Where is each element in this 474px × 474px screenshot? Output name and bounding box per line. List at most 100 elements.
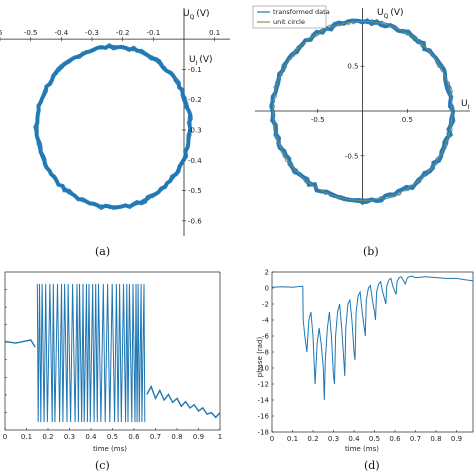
panel-a-y-tick-label: -0.3 bbox=[188, 127, 202, 135]
panel-d-y-tick-label: -14 bbox=[258, 397, 270, 405]
panel-a-x-tick-label: -0.1 bbox=[146, 29, 160, 37]
panel-b-caption: (b) bbox=[363, 245, 379, 258]
panel-d-phase-trace bbox=[271, 275, 474, 401]
panel-b-y-label-unit: (V) bbox=[390, 8, 403, 18]
panel-d-axes bbox=[271, 271, 474, 433]
panel-d-y-tick-label: -10 bbox=[258, 365, 269, 373]
panel-d-y-tick-label: -18 bbox=[258, 429, 269, 437]
panel-c-caption: (c) bbox=[95, 459, 110, 472]
panel-a-x-tick-label: -0.4 bbox=[54, 29, 68, 37]
panel-d-frame bbox=[271, 271, 474, 433]
panel-b-x-axis-label: UI bbox=[461, 99, 470, 111]
legend-box bbox=[252, 5, 327, 29]
panel-b-y-tick-label: 0.5 bbox=[347, 63, 358, 71]
panel-c-oscillation-trace bbox=[36, 283, 146, 423]
legend-label-transformed: transformed data bbox=[273, 8, 330, 16]
panel-a-caption: (a) bbox=[95, 245, 110, 258]
panel-b-x-tick-label: 0.5 bbox=[402, 116, 413, 124]
panel-a-y-tick-label: -0.6 bbox=[188, 217, 202, 225]
panel-d-caption: (d) bbox=[364, 459, 380, 472]
panel-b-x-label-sub: I bbox=[468, 104, 470, 111]
panel-b: -0.5 0.50.5-0.5 UI UQ (V) transformed data… bbox=[252, 5, 470, 258]
panel-b-y-label-sub: Q bbox=[384, 13, 389, 20]
panel-b-axes bbox=[255, 8, 470, 205]
panel-c-x-tick-label: 1 bbox=[218, 433, 222, 441]
panel-a-x-tick-label: -0.3 bbox=[85, 29, 99, 37]
panel-c-signal-trace bbox=[4, 339, 36, 348]
panel-b-y-label-main: U bbox=[377, 8, 384, 18]
panel-c-data bbox=[4, 283, 221, 423]
panel-a-y-tick-label: -0.5 bbox=[188, 187, 202, 195]
panel-a-x-label-sub: I bbox=[196, 60, 198, 67]
panel-d-x-tick-label: 0 bbox=[270, 435, 274, 443]
panel-a-y-tick-label: -0.4 bbox=[188, 157, 202, 165]
panel-a: 6 -0.5 -0.4 -0.3 -0.2 -0.1 0.1 -0.1 -0.2 -0.3 -0.4… bbox=[0, 8, 230, 258]
panel-c-x-tick-label: 0.7 bbox=[150, 433, 161, 441]
panel-a-x-tick-label: -0.5 bbox=[24, 29, 38, 37]
panel-a-data-trace bbox=[35, 45, 192, 210]
panel-c-x-tick-label: 0.2 bbox=[42, 433, 53, 441]
panel-c-x-tick-label: 0.6 bbox=[128, 433, 140, 441]
panel-d-y-tick-label: -8 bbox=[262, 349, 269, 357]
panel-d-x-tick-label: 0.9 bbox=[451, 435, 462, 443]
panel-a-y-axis-label: UQ (V) bbox=[183, 9, 210, 21]
panel-d-x-tick-label: 0.6 bbox=[389, 435, 401, 443]
panel-d-y-tick-label: -4 bbox=[262, 317, 270, 325]
panel-c: 0 0.1 0.2 0.3 0.4 0.5 0.6 0.7 0.8 0.9 1 time (ms) … bbox=[3, 271, 222, 472]
panel-d-y-axis-label: phase (rad) bbox=[256, 337, 264, 378]
panel-c-tick-labels: 0 0.1 0.2 0.3 0.4 0.5 0.6 0.7 0.8 0.9 1 bbox=[3, 433, 222, 441]
panel-a-x-tick-label: -0.2 bbox=[116, 29, 130, 37]
panel-a-x-label-main: U bbox=[189, 55, 196, 65]
panel-a-x-tick-label: 0.1 bbox=[209, 29, 220, 37]
panel-d-x-tick-label: 0.7 bbox=[410, 435, 421, 443]
panel-a-y-label-sub: Q bbox=[190, 14, 195, 21]
panel-b-data bbox=[269, 18, 456, 205]
panel-d: 20-2-4-6-8-10-12-14-16-180 0.1 0.2 0.3 0.4 0.… bbox=[256, 269, 474, 472]
panel-b-y-tick-label: -0.5 bbox=[345, 152, 359, 160]
panel-d-y-tick-label: -12 bbox=[258, 381, 269, 389]
panel-d-y-tick-label: 2 bbox=[265, 269, 269, 277]
panel-b-x-tick-label: -0.5 bbox=[311, 116, 325, 124]
panel-d-y-tick-label: 0 bbox=[265, 285, 269, 293]
panel-a-x-label-unit: (V) bbox=[199, 55, 212, 65]
panel-a-x-axis-label: UI (V) bbox=[189, 55, 213, 67]
panel-c-x-tick-label: 0.9 bbox=[193, 433, 204, 441]
panel-b-legend: transformed data unit circle bbox=[252, 5, 330, 29]
panel-c-x-tick-label: 0.5 bbox=[107, 433, 118, 441]
panel-d-data bbox=[271, 275, 474, 401]
panel-d-x-tick-label: 0.3 bbox=[328, 435, 339, 443]
panel-b-y-axis-label: UQ (V) bbox=[377, 8, 404, 20]
panel-b-x-label-main: U bbox=[461, 99, 468, 109]
panel-c-axes bbox=[4, 271, 221, 431]
panel-d-x-axis-label: time (ms) bbox=[345, 445, 379, 453]
panel-c-x-tick-label: 0.1 bbox=[21, 433, 32, 441]
panel-d-tick-labels: 20-2-4-6-8-10-12-14-16-180 0.1 0.2 0.3 0.4 0.… bbox=[258, 269, 463, 444]
panel-b-tick-labels: -0.5 0.5 0.5 -0.5 bbox=[311, 63, 413, 161]
panel-a-y-tick-label: -0.2 bbox=[188, 96, 202, 104]
panel-c-x-tick-label: 0.3 bbox=[64, 433, 75, 441]
panel-d-y-tick-label: -6 bbox=[262, 333, 270, 341]
panel-a-data bbox=[33, 42, 193, 211]
panel-c-signal-trace bbox=[146, 384, 221, 419]
panel-b-unit-circle bbox=[272, 21, 453, 201]
panel-d-x-tick-label: 0.5 bbox=[369, 435, 380, 443]
panel-b-transformed-trace bbox=[270, 19, 455, 203]
panel-c-x-axis-label: time (ms) bbox=[93, 445, 127, 453]
panel-a-y-label-main: U bbox=[183, 9, 190, 19]
panel-d-x-tick-label: 0.1 bbox=[287, 435, 298, 443]
panel-d-y-tick-label: -16 bbox=[258, 413, 270, 421]
panel-a-x-tick-label: 6 bbox=[0, 29, 3, 37]
panel-c-x-tick-label: 0 bbox=[3, 433, 7, 441]
panel-d-x-tick-label: 0.2 bbox=[307, 435, 318, 443]
panel-c-x-tick-label: 0.8 bbox=[171, 433, 182, 441]
panel-a-y-label-unit: (V) bbox=[196, 9, 209, 19]
panel-d-y-tick-label: -2 bbox=[262, 301, 269, 309]
panel-c-x-tick-label: 0.4 bbox=[85, 433, 97, 441]
legend-label-unit-circle: unit circle bbox=[273, 18, 305, 26]
panel-d-x-tick-label: 0.4 bbox=[348, 435, 360, 443]
panel-a-tick-labels: 6 -0.5 -0.4 -0.3 -0.2 -0.1 0.1 -0.1 -0.2 -0.3 -0.4… bbox=[0, 29, 220, 225]
panel-a-y-tick-label: -0.1 bbox=[188, 66, 202, 74]
panel-a-axes bbox=[0, 8, 230, 236]
panel-d-x-tick-label: 0.8 bbox=[430, 435, 441, 443]
